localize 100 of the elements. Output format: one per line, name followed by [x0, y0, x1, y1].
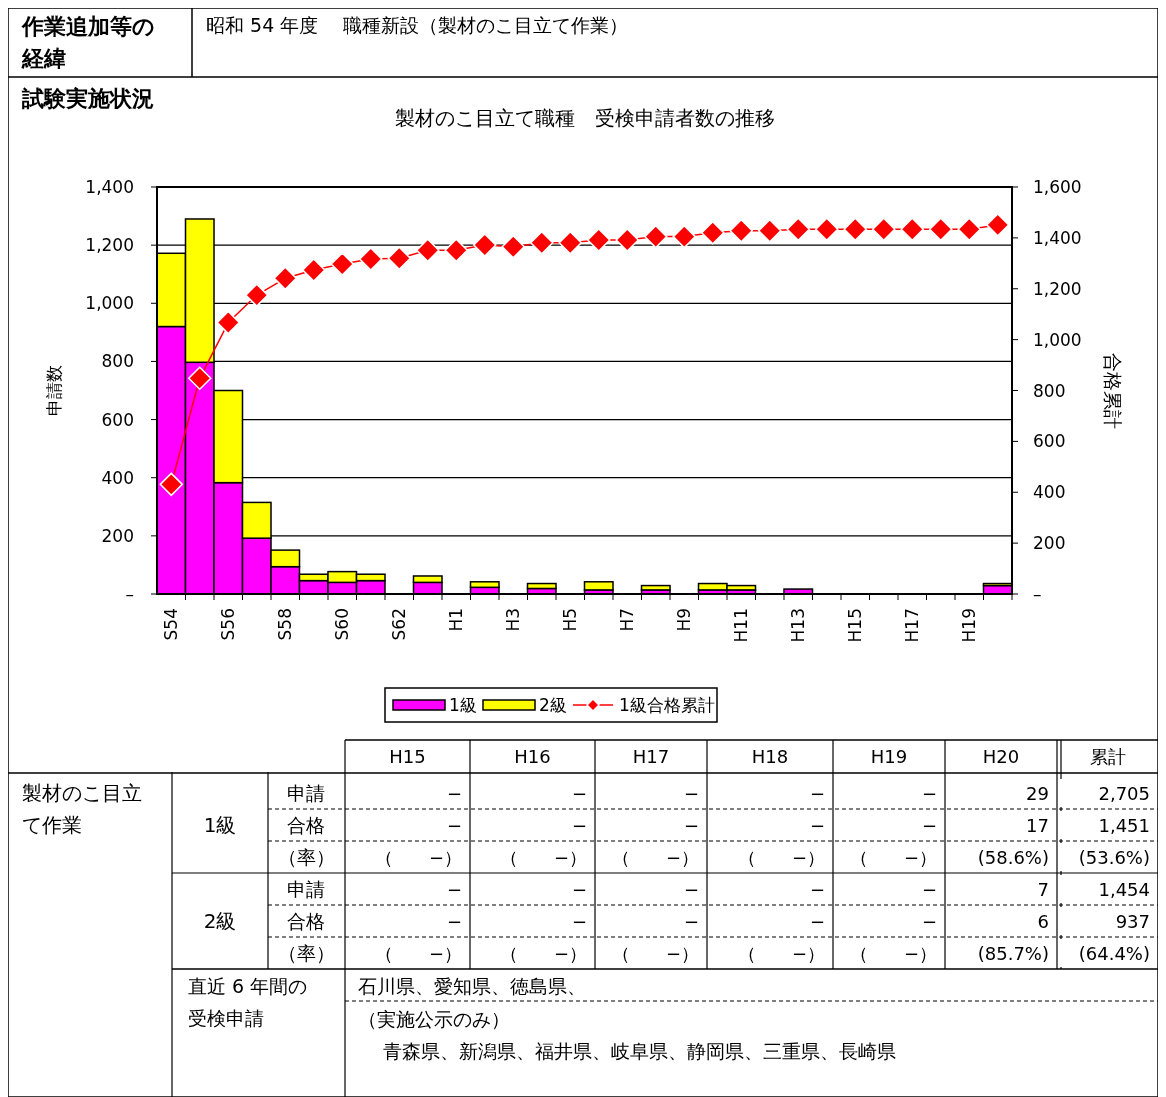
point: [957, 217, 981, 241]
text: −: [921, 911, 937, 932]
category-label: H15: [389, 746, 426, 767]
category-label: H20: [982, 746, 1020, 767]
text: −: [571, 911, 587, 932]
text: 昭和 54 年度 職種新設（製材のこ目立て作業）: [206, 14, 629, 36]
text: −: [683, 783, 699, 804]
x-tick-label: H9: [674, 608, 695, 632]
y-tick-label: 1,000: [85, 293, 134, 314]
text: −: [446, 879, 462, 900]
y-tick-label: 1,200: [85, 235, 134, 256]
text: (58.6%): [977, 847, 1049, 868]
text: （ −）: [737, 847, 825, 868]
text: （ −）: [611, 847, 699, 868]
point: [416, 238, 440, 263]
y2-tick-label: 400: [1033, 482, 1066, 503]
x-tick-label: H11: [731, 608, 752, 643]
text: 7: [1037, 879, 1049, 900]
x-tick-label: S56: [218, 608, 239, 641]
point: [530, 230, 554, 255]
bar: [583, 581, 614, 591]
x-tick-label: H5: [560, 608, 581, 632]
x-tick-label: S62: [389, 608, 410, 641]
legend-label: 2級: [539, 695, 567, 715]
point: [387, 246, 411, 270]
text: −: [921, 879, 937, 900]
y-tick-label: 1,400: [85, 177, 134, 197]
text: 青森県、新潟県、福井県、岐阜県、静岡県、三重県、長崎県: [383, 1040, 896, 1062]
text: −: [809, 911, 825, 932]
text: 2,705: [1098, 783, 1150, 804]
point: [701, 221, 725, 245]
text: −: [809, 783, 825, 804]
text: （ −）: [849, 847, 937, 868]
x-tick-label: S60: [332, 608, 353, 641]
x-tick-label: H3: [503, 608, 524, 632]
point: [359, 247, 383, 271]
text: (53.6%): [1078, 847, 1150, 868]
legend-label: 1級: [449, 695, 477, 715]
text: −: [809, 879, 825, 900]
text: 直近 6 年間の受検申請: [188, 975, 308, 1029]
text: （ −）: [611, 943, 699, 964]
text: (85.7%): [977, 943, 1049, 964]
point: [644, 224, 668, 249]
category-label: 合格: [287, 814, 325, 836]
text: −: [571, 783, 587, 804]
point: [501, 235, 525, 259]
category-label: 申請: [287, 878, 325, 900]
category-label: H16: [514, 746, 551, 767]
point: [615, 228, 639, 252]
category-label: （率）: [277, 942, 335, 964]
point: [843, 217, 867, 241]
category-label: 累計: [1089, 746, 1126, 767]
y-tick-label: 800: [101, 351, 134, 372]
category-label: （率）: [277, 846, 335, 868]
text: −: [571, 815, 587, 836]
bar: [526, 582, 557, 590]
category-label: 合格: [287, 910, 325, 932]
text: −: [809, 815, 825, 836]
x-tick-label: S54: [161, 608, 182, 641]
text: （ −）: [737, 943, 825, 964]
point: [929, 217, 953, 241]
point: [786, 217, 810, 241]
legend-label: 1級合格累計: [619, 695, 715, 715]
text: 製材のこ目立て作業: [22, 781, 142, 837]
text: 17: [1026, 815, 1049, 836]
text: (64.4%): [1078, 943, 1150, 964]
y2-tick-label: 1,200: [1033, 278, 1082, 299]
y2-tick-label: 600: [1033, 431, 1066, 452]
category-label: H19: [870, 746, 908, 767]
x-tick-label: H19: [959, 608, 980, 643]
point: [444, 238, 468, 263]
point: [188, 366, 212, 391]
y2-tick-label: 1,600: [1033, 177, 1082, 197]
text: −: [921, 815, 937, 836]
text: （ −）: [374, 847, 462, 868]
x-tick-label: H17: [902, 608, 923, 643]
y-tick-label: 600: [101, 409, 134, 430]
point: [672, 224, 696, 249]
text: 1,454: [1098, 879, 1150, 900]
text: −: [683, 879, 699, 900]
point: [330, 252, 354, 276]
bar: [640, 584, 671, 591]
x-tick-label: H7: [617, 608, 638, 632]
category-label: 申請: [287, 782, 325, 804]
category-label: H18: [751, 746, 789, 767]
text: −: [921, 783, 937, 804]
text: 6: [1037, 911, 1049, 932]
x-tick-label: S58: [275, 608, 296, 641]
text: 2級: [203, 909, 237, 933]
point: [758, 219, 782, 243]
point: [872, 217, 896, 241]
chart-title: 製材のこ目立て職種 受検申請者数の推移: [395, 106, 775, 130]
y-tick-label: 400: [101, 467, 134, 488]
y2-tick-label: 1,400: [1033, 227, 1082, 248]
x-tick-label: H1: [446, 608, 467, 632]
point: [900, 217, 924, 241]
text: （ −）: [499, 943, 587, 964]
text: −: [683, 911, 699, 932]
x-tick-label: H13: [788, 608, 809, 643]
y2-tick-label: –: [1033, 584, 1042, 604]
